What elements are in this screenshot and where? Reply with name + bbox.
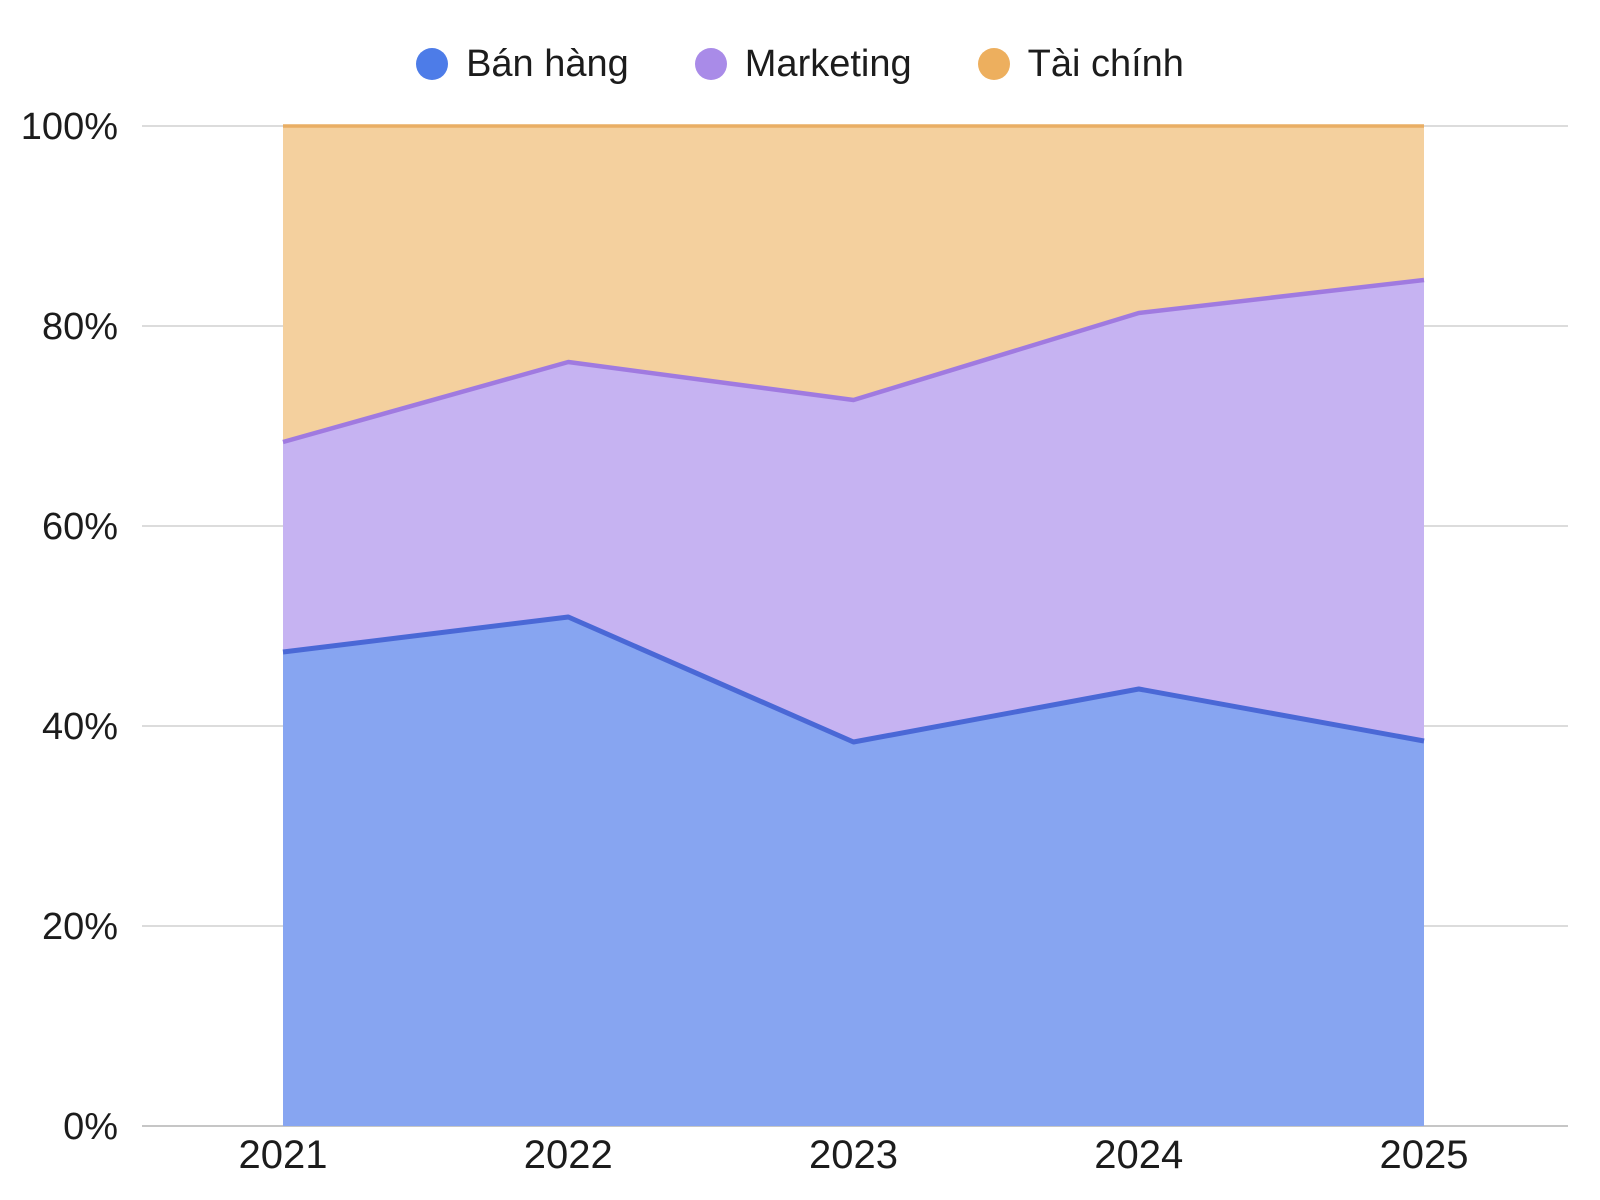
x-tick-label-2025: 2025 (1380, 1133, 1469, 1177)
legend-dot-ban-hang (416, 48, 449, 80)
x-tick-label-2024: 2024 (1094, 1133, 1183, 1177)
x-tick-label-2022: 2022 (524, 1133, 613, 1177)
y-tick-label-0: 0% (63, 1106, 118, 1148)
legend-label-tai-chinh: Tài chính (1027, 43, 1184, 85)
legend-label-marketing: Marketing (744, 43, 912, 85)
area-marketing[interactable] (283, 280, 1424, 742)
x-tick-label-2021: 2021 (239, 1133, 328, 1177)
series-boundary-lines (282, 124, 1425, 745)
legend-item-ban-hang[interactable]: Bán hàng (416, 45, 629, 83)
area-tai-chinh[interactable] (283, 126, 1424, 442)
legend-item-marketing[interactable]: Marketing (694, 43, 912, 85)
y-tick-label-80: 80% (42, 306, 118, 348)
x-axis-tick-labels: 2021 2022 2023 2024 2025 (239, 1133, 1469, 1177)
area-series (283, 126, 1424, 1126)
legend-dot-marketing (694, 48, 727, 80)
y-tick-label-20: 20% (42, 906, 118, 948)
boundary-line-ban-hang (282, 614, 1425, 745)
y-tick-label-100: 100% (21, 106, 118, 148)
y-tick-label-60: 60% (42, 506, 118, 548)
legend-dot-tai-chinh (977, 48, 1010, 80)
area-ban-hang[interactable] (283, 617, 1424, 1126)
x-tick-label-2023: 2023 (809, 1133, 898, 1177)
y-tick-label-40: 40% (42, 706, 118, 748)
boundary-line-marketing (282, 277, 1425, 445)
chart-legend: Bán hàng Marketing Tài chính (0, 38, 1600, 90)
legend-item-tai-chinh[interactable]: Tài chính (977, 43, 1184, 85)
y-axis-tick-labels: 0% 20% 40% 60% 80% 100% (21, 106, 118, 1148)
legend-label-ban-hang: Bán hàng (466, 43, 629, 85)
